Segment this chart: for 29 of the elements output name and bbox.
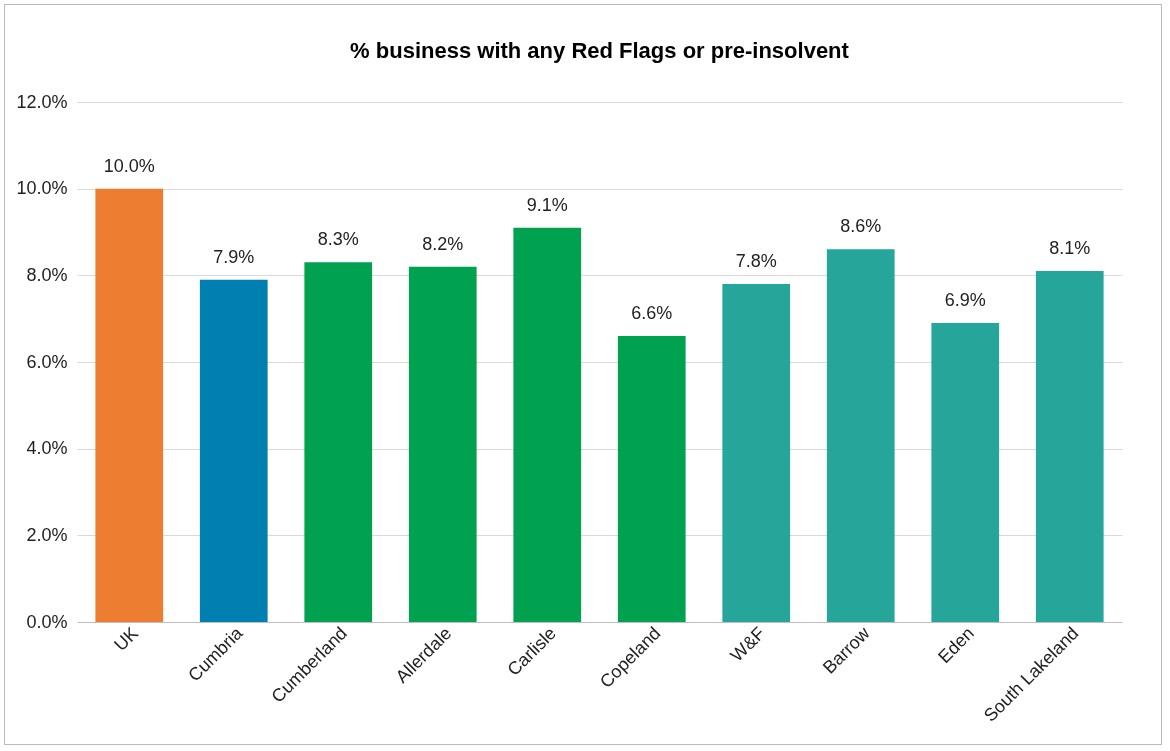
bar [931,323,1000,622]
bar [617,336,686,622]
y-tick-label: 4.0% [26,438,68,459]
bar [199,279,268,622]
data-label: 6.9% [944,290,986,310]
bar [722,284,791,622]
y-tick-label: 0.0% [26,611,68,632]
bar [513,227,582,622]
bar [1035,271,1104,622]
y-tick-label: 2.0% [26,524,68,545]
y-tick-label: 10.0% [16,178,68,199]
data-label: 7.8% [735,251,777,271]
data-label: 8.2% [422,233,464,254]
bar [408,266,477,622]
data-label: 9.1% [526,194,568,215]
bar [304,262,373,622]
bar [95,188,164,622]
data-label: 6.6% [631,303,673,323]
data-label: 8.3% [317,229,359,250]
y-tick-label: 12.0% [16,91,68,112]
data-label: 10.0% [103,155,155,176]
bar [826,249,895,622]
y-tick-label: 6.0% [26,351,68,372]
y-tick-label: 8.0% [26,264,68,285]
data-label: 7.9% [213,246,255,267]
data-label: 8.1% [1049,238,1091,258]
data-label: 8.6% [840,216,882,237]
chart-title: % business with any Red Flags or pre-insolvent [350,38,850,63]
x-tick-label: UK [110,623,142,655]
